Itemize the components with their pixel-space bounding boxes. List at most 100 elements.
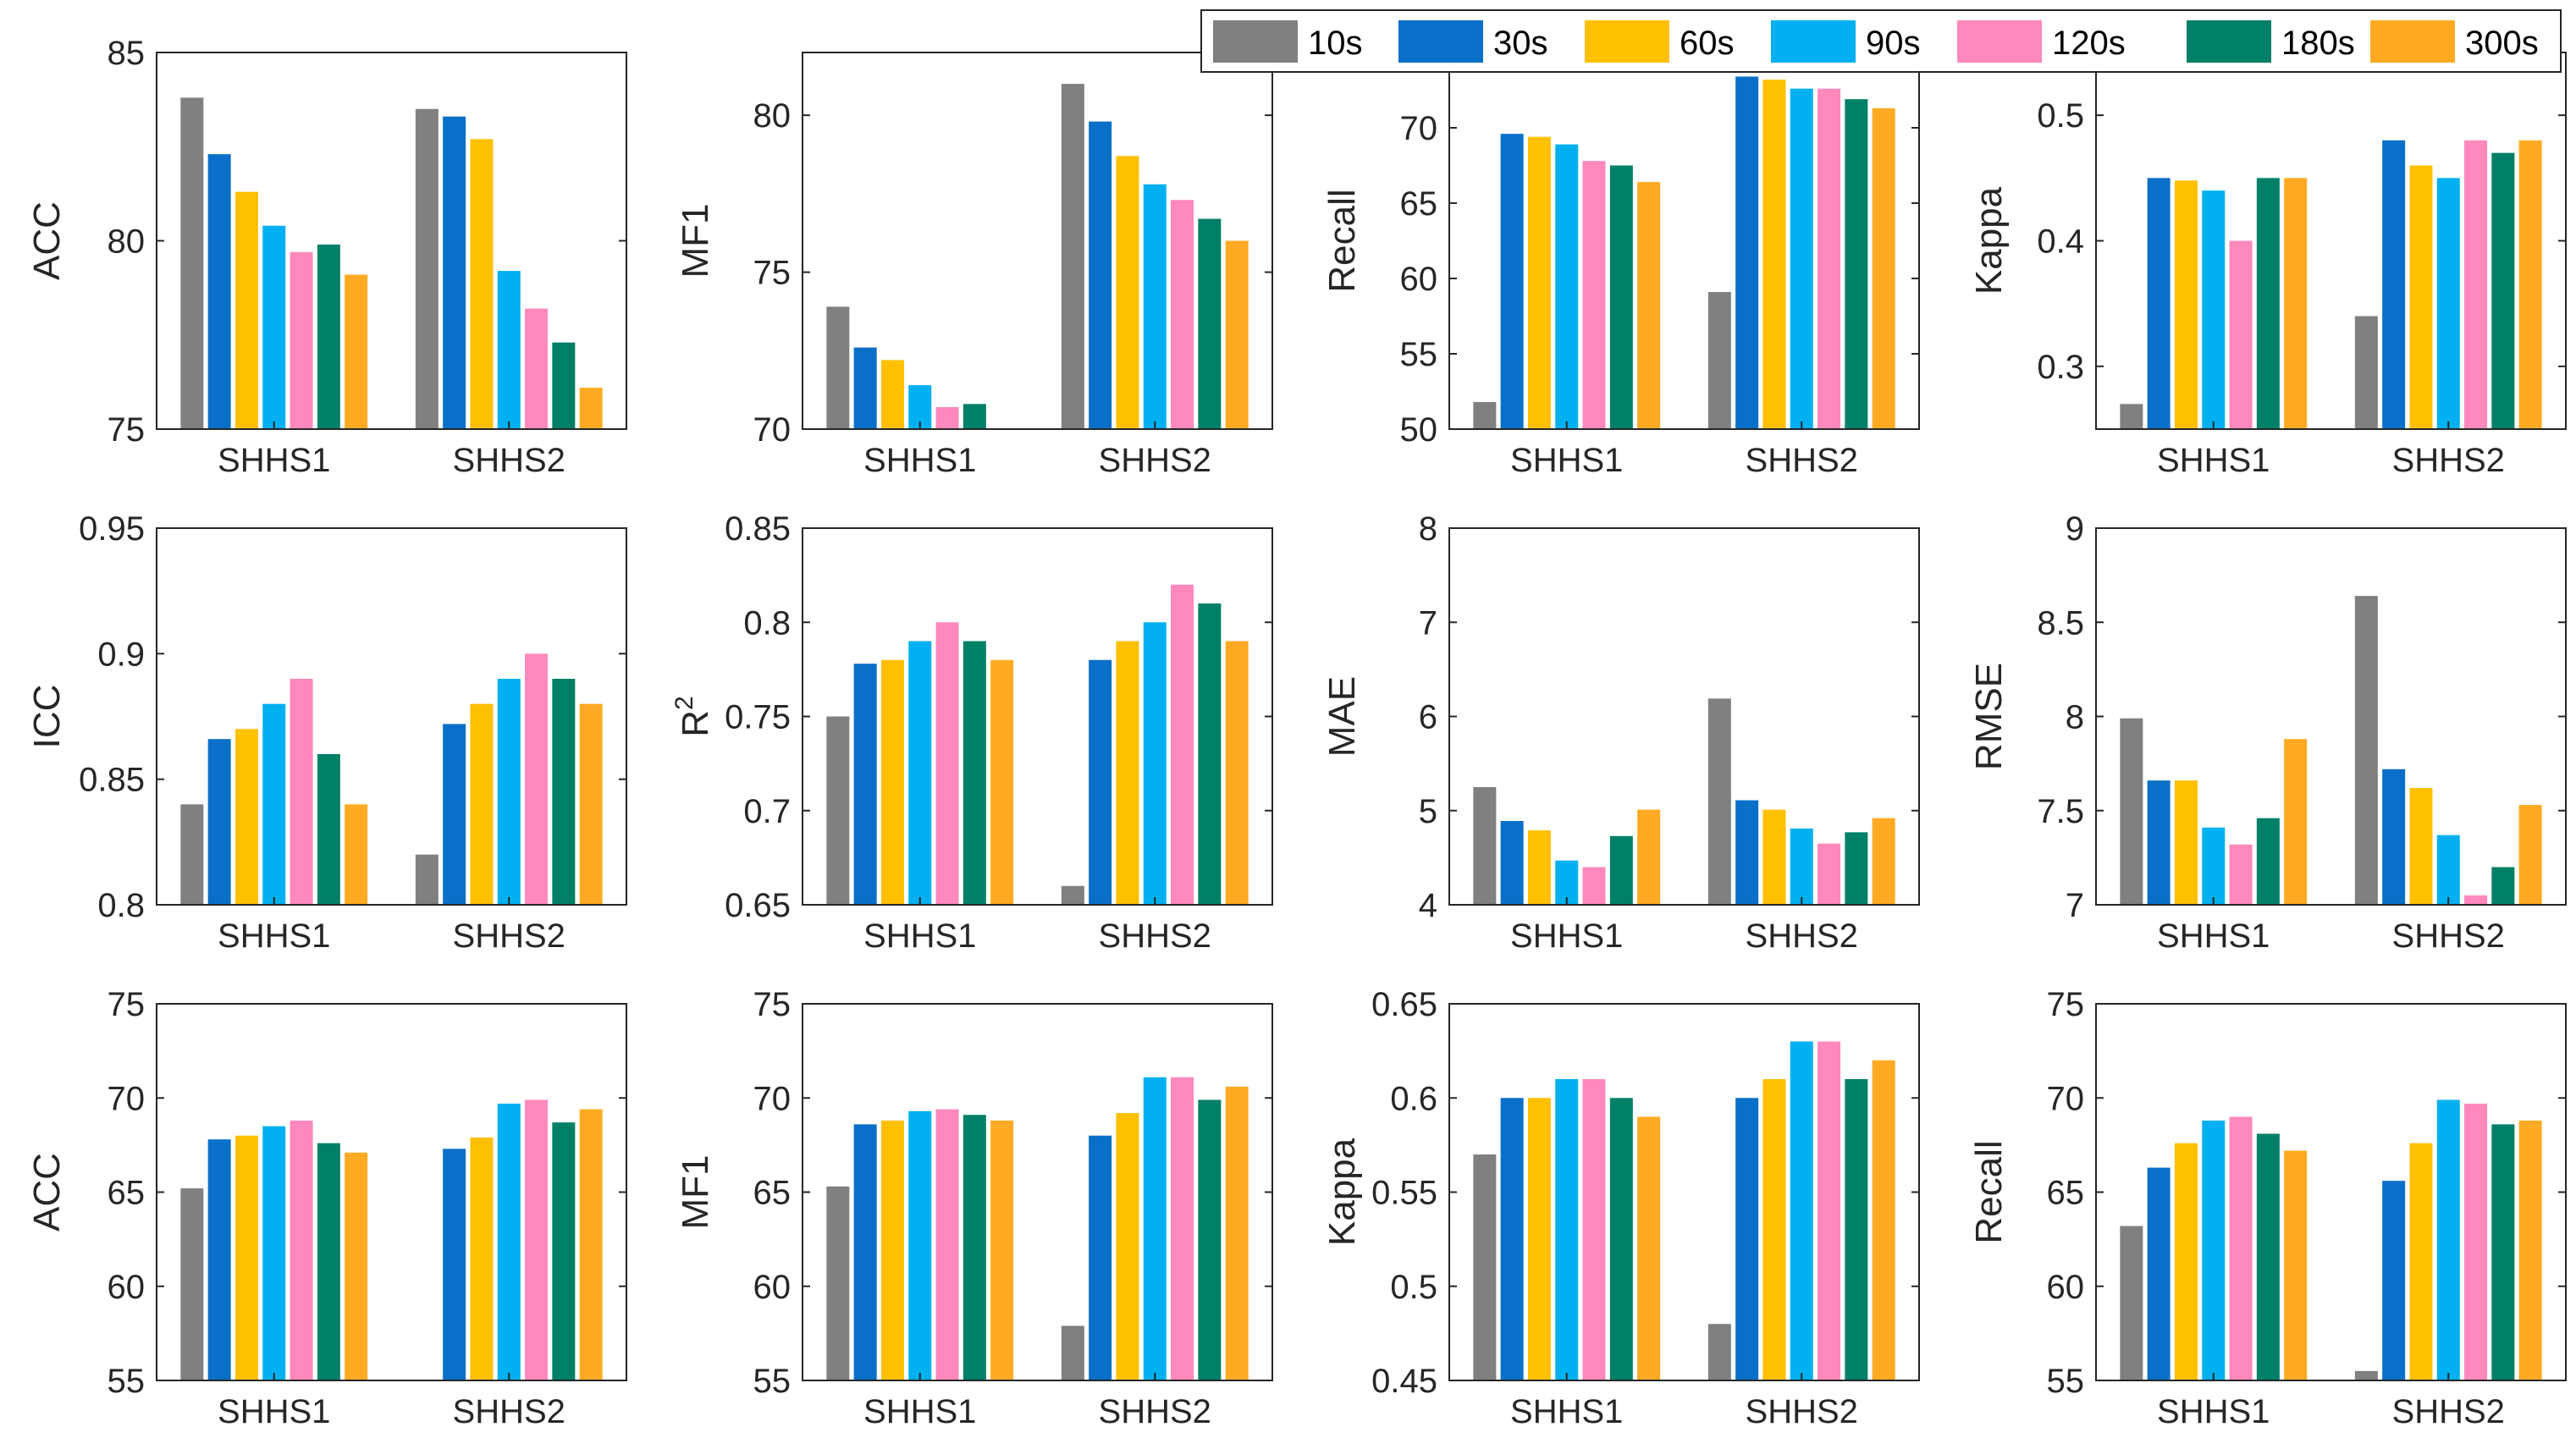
bar-180s-SHHS2 [1845,1079,1868,1380]
bar-90s-SHHS2 [1143,622,1167,905]
bar-30s-SHHS1 [853,1124,877,1380]
y-tick-label: 60 [2047,1269,2085,1306]
legend-label: 120s [2052,25,2126,62]
bar-300s-SHHS1 [2284,1150,2308,1380]
legend-label: 30s [1493,25,1548,62]
y-axis-label: RMSE [1968,663,2010,770]
x-tick-label: SHHS1 [863,442,976,479]
bar-90s-SHHS1 [908,1110,932,1380]
bar-10s-SHHS1 [2120,718,2143,905]
y-tick-label: 9 [2066,510,2084,548]
bar-120s-SHHS2 [1818,88,1841,429]
bar-10s-SHHS1 [1473,786,1497,905]
bar-60s-SHHS2 [1116,1113,1139,1380]
legend-swatch [2370,20,2455,63]
bar-180s-SHHS1 [1609,165,1633,429]
y-tick-label: 60 [753,1269,792,1306]
bar-120s-SHHS1 [935,407,959,429]
x-tick-label: SHHS2 [2392,917,2505,955]
bar-120s-SHHS2 [1171,200,1194,429]
bar-120s-SHHS2 [1171,1077,1194,1380]
bar-60s-SHHS1 [880,1120,904,1380]
bar-60s-SHHS1 [2174,180,2198,430]
legend-item-90s: 90s [1771,20,1921,63]
bar-90s-SHHS1 [262,225,286,429]
bar-10s-SHHS1 [2120,1226,2143,1380]
bar-30s-SHHS1 [2147,780,2171,905]
bar-180s-SHHS1 [2256,1133,2280,1380]
chart-3: 50 55 60 65 70 SHHS1 SHHS2 Recall [1321,52,1920,479]
bar-30s-SHHS2 [443,116,466,429]
bar-30s-SHHS2 [1735,800,1759,905]
y-tick-label: 85 [108,35,146,72]
x-tick-label: SHHS2 [453,442,565,479]
bar-60s-SHHS2 [1762,80,1786,429]
bar-30s-SHHS2 [443,724,466,905]
bar-120s-SHHS1 [2229,240,2253,429]
bar-120s-SHHS1 [1582,161,1606,429]
legend-item-30s: 30s [1398,20,1548,63]
bar-300s-SHHS2 [579,703,603,905]
bar-120s-SHHS2 [2464,140,2488,430]
bar-300s-SHHS1 [2284,178,2308,430]
y-axis-label: Kappa [1968,186,2010,295]
chart-2: 70 75 80 SHHS1 SHHS2 MF1 [675,52,1273,479]
bar-90s-SHHS2 [497,679,521,905]
bar-10s-SHHS1 [826,716,850,905]
x-tick-label: SHHS1 [218,917,330,955]
bar-180s-SHHS1 [963,1115,986,1380]
x-tick-label: SHHS2 [1746,917,1858,955]
chart-1: 75 80 85 SHHS1 SHHS2 ACC [26,35,627,479]
bar-60s-SHHS2 [470,703,494,905]
y-tick-label: 55 [2047,1363,2085,1400]
bar-10s-SHHS1 [180,97,204,430]
bar-300s-SHHS2 [1872,818,1895,905]
chart-10: 55 60 65 70 75 SHHS1 SHHS2 MF1 [675,986,1273,1430]
bar-180s-SHHS1 [317,1143,340,1380]
axes-box [802,52,1273,430]
chart-9: 55 60 65 70 75 SHHS1 SHHS2 ACC [26,986,627,1430]
bar-180s-SHHS1 [1609,835,1633,905]
y-axis-label: Kappa [1321,1138,1363,1246]
bar-120s-SHHS1 [290,1120,313,1380]
bar-60s-SHHS1 [1527,136,1551,429]
bar-300s-SHHS2 [2518,805,2542,905]
bar-180s-SHHS2 [2491,152,2515,429]
bar-300s-SHHS2 [2518,1120,2542,1380]
bar-120s-SHHS2 [525,308,549,429]
legend-item-180s: 180s [2187,20,2355,63]
bar-120s-SHHS2 [2464,1103,2488,1380]
bar-120s-SHHS1 [935,622,959,905]
bar-180s-SHHS1 [2256,818,2280,905]
bar-300s-SHHS1 [990,659,1014,905]
bar-180s-SHHS1 [963,641,986,905]
bar-300s-SHHS2 [1872,107,1895,430]
x-tick-label: SHHS2 [1746,1393,1858,1430]
bar-60s-SHHS2 [1762,809,1786,905]
bar-120s-SHHS2 [1818,1041,1841,1380]
axes-box [156,527,627,906]
bar-120s-SHHS1 [2229,844,2253,905]
bar-30s-SHHS2 [1089,659,1112,905]
y-axis-label: ACC [26,201,68,280]
bar-300s-SHHS1 [345,804,368,905]
x-tick-label: SHHS2 [1099,1393,1211,1430]
bar-30s-SHHS1 [853,347,877,429]
legend-label: 90s [1866,25,1921,62]
x-tick-label: SHHS1 [2157,1393,2270,1430]
bar-30s-SHHS1 [207,1139,231,1380]
bar-120s-SHHS1 [2229,1116,2253,1380]
x-tick-label: SHHS1 [863,917,976,955]
bar-30s-SHHS2 [1735,1098,1759,1380]
bar-180s-SHHS2 [552,342,576,429]
bar-30s-SHHS1 [1500,820,1524,905]
y-tick-label: 0.65 [1371,986,1437,1023]
bar-180s-SHHS2 [1198,218,1222,429]
legend-swatch [2187,20,2271,63]
bar-60s-SHHS1 [880,659,904,905]
y-axis-label: ICC [26,685,68,749]
y-axis-label: MF1 [675,1155,716,1230]
y-tick-label: 0.75 [725,699,791,736]
bar-90s-SHHS1 [908,641,932,905]
